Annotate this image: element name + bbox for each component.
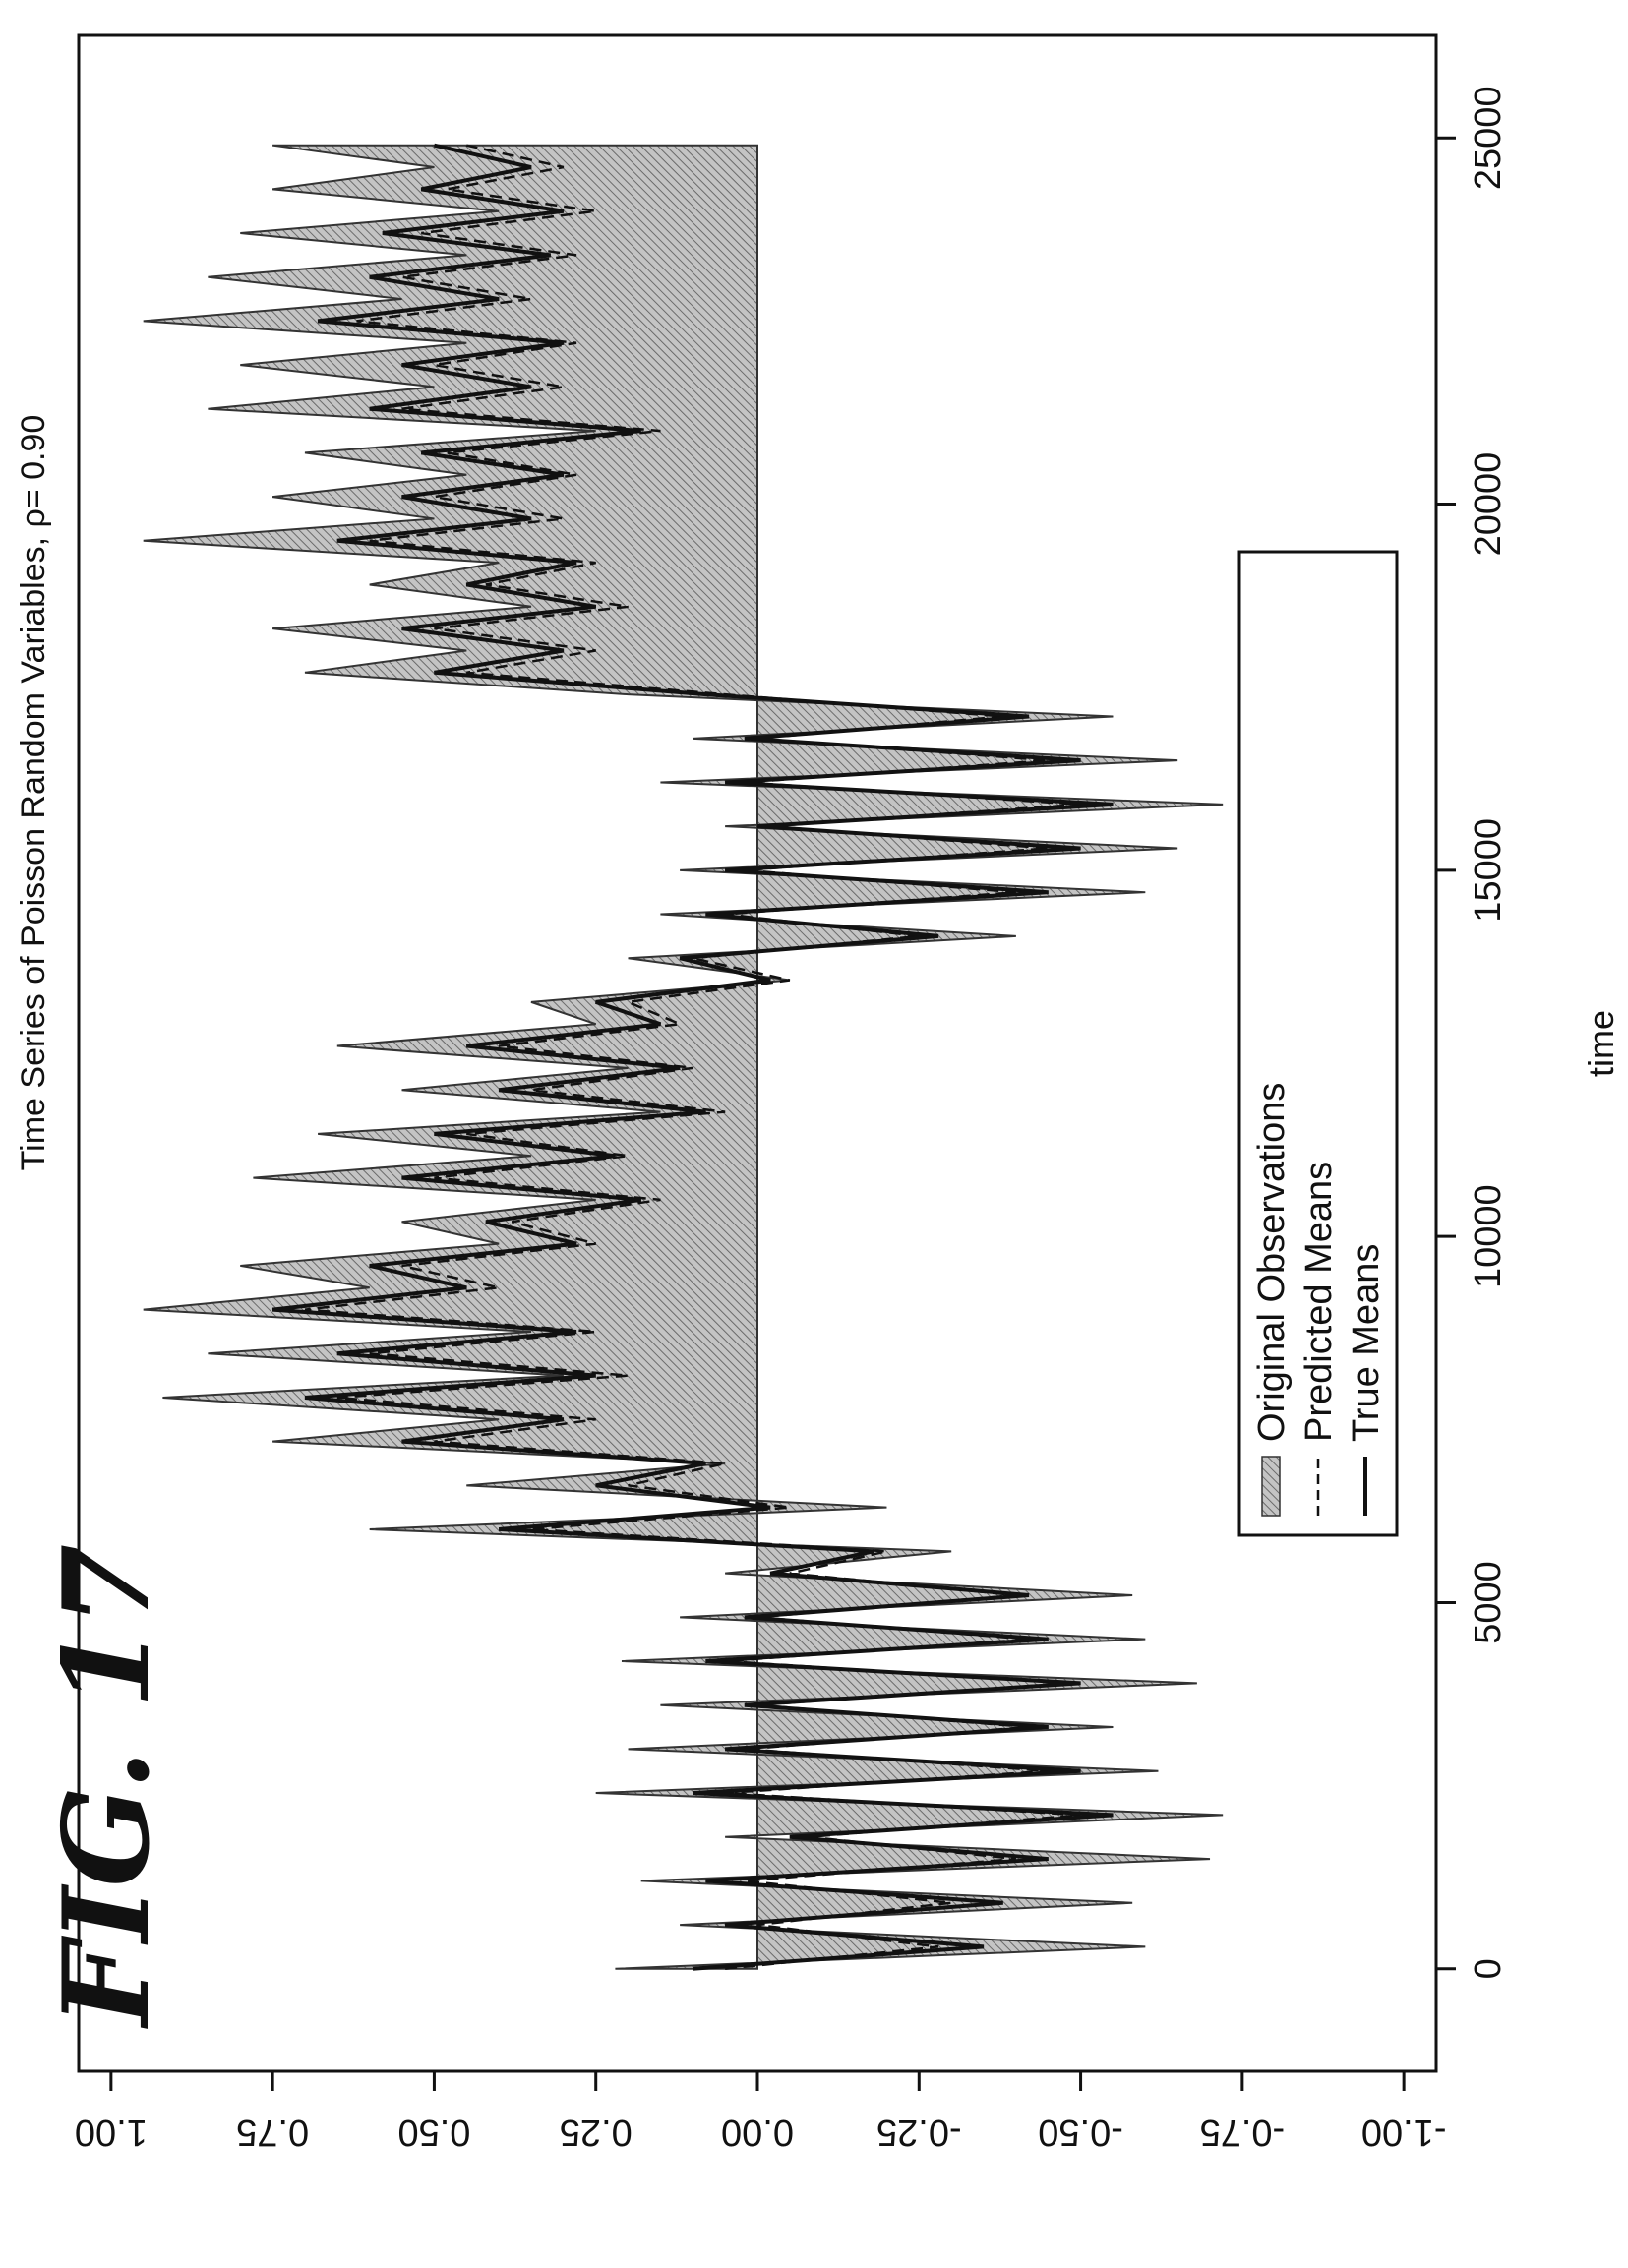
legend-box (1237, 550, 1399, 1537)
series-true-means-line (271, 143, 1114, 1971)
x-tick-label: 5000 (1468, 1561, 1509, 1644)
legend-label-true-means: True Means (1346, 1244, 1387, 1442)
x-axis: 0 5000 10000 15000 20000 25000 (1436, 86, 1509, 1979)
y-tick-label: -1.00 (1361, 2112, 1447, 2153)
x-tick-label: 25000 (1468, 86, 1509, 190)
figure-label: FIG. 17 (37, 1544, 176, 2029)
y-tick-label: -0.75 (1200, 2112, 1286, 2153)
legend-label-predicted-means: Predicted Means (1298, 1162, 1340, 1442)
x-axis-label: time (1581, 1010, 1621, 1077)
y-tick-label: -0.50 (1038, 2112, 1123, 2153)
y-tick-label: -0.25 (876, 2112, 962, 2153)
series-original-observations-area (143, 144, 1224, 1970)
y-axis: 1.00 0.75 0.50 0.25 0.00 -0.25 -0.50 -0.75 -1.00 (75, 2071, 1447, 2153)
x-tick-label: 0 (1468, 1958, 1509, 1979)
plot-area (143, 143, 1224, 1971)
y-tick-label: 0.75 (236, 2112, 309, 2153)
y-tick-label: 0.00 (721, 2112, 794, 2153)
legend: Original Observations Predicted Means True… (1237, 550, 1399, 1537)
y-tick-label: 0.50 (397, 2112, 470, 2153)
y-tick-label: 1.00 (75, 2112, 148, 2153)
legend-label-original-observations: Original Observations (1251, 1083, 1293, 1442)
x-tick-label: 15000 (1468, 818, 1509, 923)
chart-title: Time Series of Poisson Random Variables,… (15, 415, 52, 1171)
y-tick-label: 0.25 (560, 2112, 633, 2153)
x-tick-label: 10000 (1468, 1184, 1509, 1288)
legend-swatch-original-observations (1261, 1456, 1281, 1517)
x-tick-label: 20000 (1468, 452, 1509, 557)
